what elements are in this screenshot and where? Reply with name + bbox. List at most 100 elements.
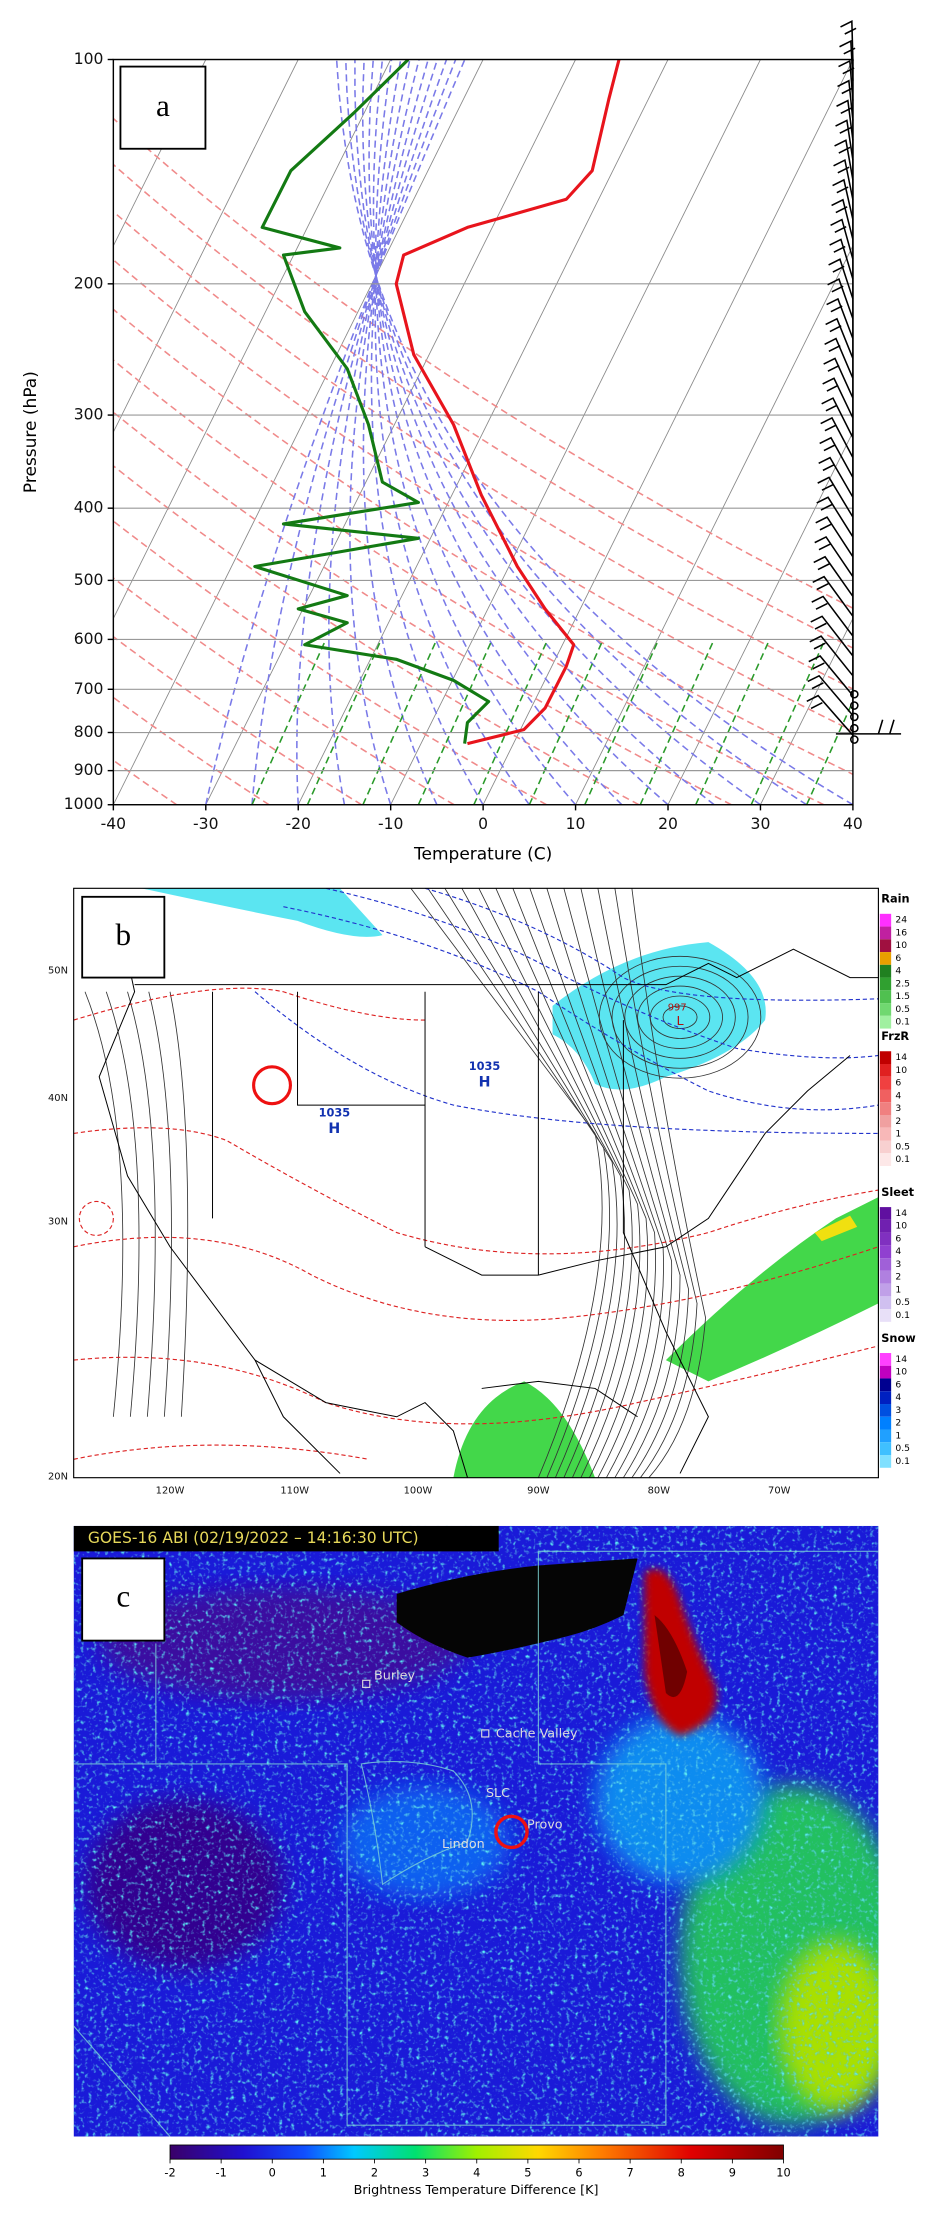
x-tick-label: -10 — [378, 815, 403, 833]
lon-label: 110W — [280, 1485, 309, 1496]
legend-swatch — [879, 1219, 892, 1233]
precip-area — [814, 1215, 858, 1242]
precip-area — [141, 888, 383, 937]
barb — [807, 674, 854, 716]
legend-swatch — [879, 1365, 892, 1379]
colorbar-tick-label: 1 — [320, 2165, 327, 2179]
legend-tick: 10 — [895, 1221, 907, 1232]
barb — [814, 535, 854, 578]
legend-tick: 3 — [895, 1103, 901, 1114]
colorbar-ticks: -2 -1 0 1 2 3 4 5 6 7 8 9 10 — [164, 2159, 791, 2179]
reference-curve — [750, 639, 826, 805]
legend-swatch — [879, 1015, 892, 1029]
profile-line — [253, 59, 491, 744]
isobar — [169, 991, 189, 1417]
height-lines — [254, 888, 879, 1134]
place-label: Provo — [527, 1817, 563, 1832]
isotherm — [113, 59, 299, 434]
legend-swatch — [879, 1429, 892, 1443]
legend-swatch — [879, 1245, 892, 1259]
isotherm — [113, 59, 207, 247]
barb — [812, 575, 854, 617]
legend-tick: 1 — [895, 1284, 901, 1295]
precip-area — [453, 1381, 596, 1478]
legend-swatch — [879, 1283, 892, 1297]
barb — [819, 436, 854, 478]
calm-barb — [849, 689, 859, 699]
panel-label: c — [116, 1579, 130, 1614]
legend-swatch — [879, 1127, 892, 1141]
lat-label: 30N — [48, 1216, 68, 1227]
panel-label: a — [156, 88, 170, 123]
isobar — [148, 991, 172, 1417]
place-label: SLC — [486, 1786, 510, 1801]
y-tick-label: 600 — [74, 630, 104, 648]
colorbar-tick-label: 2 — [371, 2165, 378, 2179]
x-tick-label: 30 — [751, 815, 771, 833]
lon-label: 100W — [404, 1485, 433, 1496]
barb — [828, 258, 854, 300]
reference-curve — [695, 639, 771, 805]
isotherm — [113, 59, 484, 805]
low-value: 997 — [668, 1002, 687, 1013]
isobar — [611, 965, 749, 1069]
isotherm — [297, 59, 669, 805]
isobar — [495, 888, 641, 1478]
reference-curve — [372, 59, 623, 805]
reference-curve — [306, 639, 383, 805]
isobar — [631, 888, 706, 1478]
calm-barb — [849, 723, 859, 733]
x-tick-label: -30 — [193, 815, 218, 833]
panel-label: b — [115, 917, 131, 952]
high-symbol: H — [328, 1121, 340, 1137]
legend-tick: 0.5 — [895, 1297, 910, 1308]
lon-label: 80W — [648, 1485, 671, 1496]
legend-swatch — [879, 1258, 892, 1271]
lat-label: 50N — [48, 965, 68, 976]
place-label: Burley — [374, 1669, 415, 1684]
barb — [840, 20, 857, 61]
legend-swatch — [879, 1051, 892, 1064]
barb — [827, 278, 854, 320]
y-tick-label: 300 — [74, 406, 104, 424]
legend-swatch — [879, 1102, 892, 1115]
legend-tick: 14 — [895, 1354, 907, 1365]
legend-tick: 3 — [895, 1405, 901, 1416]
colorbar-tick-label: 3 — [422, 2165, 429, 2179]
borders — [98, 906, 879, 1478]
barb — [808, 654, 854, 697]
y-tick-label: 200 — [74, 274, 104, 292]
reference-curve — [362, 59, 438, 805]
colorbar-tick-label: -2 — [164, 2165, 175, 2179]
low-symbol: L — [677, 1014, 685, 1029]
x-tick-label: -40 — [101, 815, 126, 833]
legend-tick: 2 — [895, 1272, 901, 1283]
legend-swatch — [879, 1404, 892, 1417]
legend-tick: 0.5 — [895, 1443, 910, 1454]
barb — [821, 397, 854, 439]
reference-curve — [113, 696, 270, 805]
legend-swatch — [879, 1309, 892, 1322]
x-tick-label: 40 — [843, 815, 863, 833]
legend-tick: 2.5 — [895, 978, 910, 989]
barb — [823, 357, 854, 399]
legend-swatch — [879, 990, 892, 1004]
legend-swatch — [879, 1003, 892, 1016]
high-value: 1035 — [319, 1106, 351, 1120]
legend-tick: 6 — [895, 1078, 901, 1089]
reference-curve — [349, 59, 429, 805]
legend-swatch — [879, 1232, 892, 1246]
satellite-title: GOES-16 ABI (02/19/2022 – 14:16:30 UTC) — [88, 1529, 419, 1547]
reference-curve — [374, 59, 530, 805]
reference-curve — [805, 699, 853, 805]
colorbar-tick-label: 0 — [269, 2165, 276, 2179]
reference-curve — [113, 464, 640, 805]
y-tick-label: 500 — [74, 571, 104, 589]
isobar — [598, 955, 762, 1079]
isobar — [624, 975, 736, 1059]
barb — [825, 317, 854, 359]
reference-curve — [345, 59, 808, 805]
barb — [822, 377, 854, 419]
legend-tick: 2 — [895, 1418, 901, 1429]
barb — [806, 694, 854, 736]
